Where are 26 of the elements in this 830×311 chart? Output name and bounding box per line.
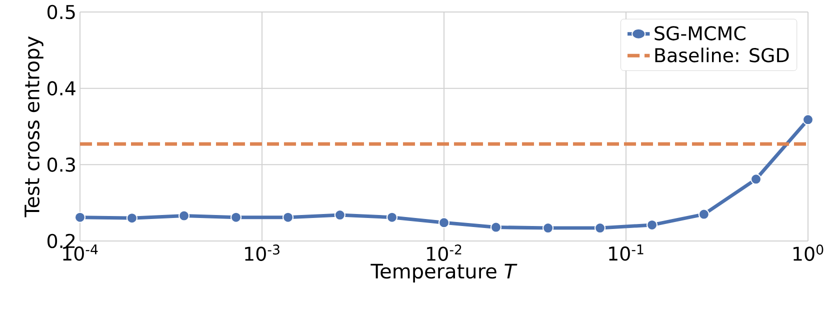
point <box>282 212 294 223</box>
x-axis-title: Temperature T <box>370 264 518 283</box>
point <box>178 210 190 222</box>
legend-label: Baseline: SGD <box>655 48 789 62</box>
y-axis-title: Test cross entropy <box>24 36 44 218</box>
x-tick-label: 10$^{-1}$ <box>609 244 644 261</box>
point <box>438 217 450 228</box>
point <box>334 210 346 221</box>
x-tick-label: 10$^{0}$ <box>794 244 824 261</box>
x-tick-label: 10$^{-2}$ <box>427 244 462 261</box>
point <box>802 114 814 126</box>
point <box>230 212 242 223</box>
point <box>74 212 86 223</box>
y-tick-label: 0.5 <box>47 4 75 20</box>
x-tick-label: 10$^{-3}$ <box>245 244 280 261</box>
point <box>490 222 502 233</box>
y-tick-label: 0.3 <box>47 157 75 172</box>
point <box>126 212 138 224</box>
point <box>750 174 762 185</box>
point <box>698 208 710 220</box>
point <box>386 212 398 223</box>
point <box>646 219 658 230</box>
point <box>594 222 606 234</box>
point <box>542 222 554 234</box>
legend-label: SG-MCMC <box>654 26 746 40</box>
y-tick-label: 0.4 <box>47 81 76 96</box>
